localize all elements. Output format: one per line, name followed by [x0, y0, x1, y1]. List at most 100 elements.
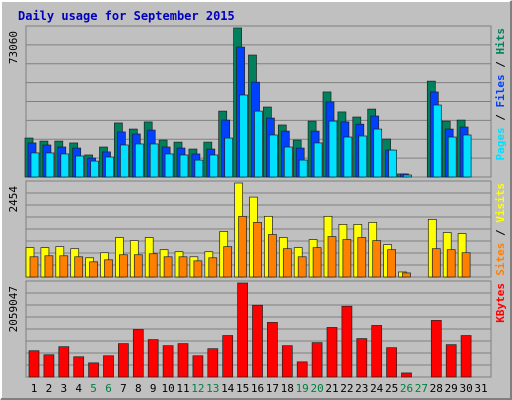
- bar: [119, 254, 128, 278]
- bar: [239, 94, 248, 178]
- bar: [88, 362, 99, 378]
- bar: [178, 256, 188, 278]
- bar: [445, 344, 457, 378]
- bar: [224, 137, 234, 178]
- x-tick-label: 9: [150, 382, 157, 395]
- bar: [238, 215, 247, 278]
- x-tick-label: 2: [46, 382, 53, 395]
- bar: [297, 256, 307, 278]
- legend-entry: Sites: [494, 243, 507, 276]
- bar: [223, 246, 233, 278]
- x-tick-label: 19: [296, 382, 309, 395]
- x-tick-label: 17: [266, 382, 279, 395]
- bar: [446, 249, 456, 278]
- bar: [60, 153, 70, 178]
- bar: [268, 234, 277, 278]
- bar: [237, 282, 248, 378]
- bar: [254, 110, 263, 178]
- x-tick-label: 1: [31, 382, 38, 395]
- x-tick-label: 10: [161, 382, 174, 395]
- y-tick-label: 73060: [7, 31, 20, 64]
- bar: [311, 342, 323, 378]
- bar: [192, 355, 204, 378]
- legend-entry: KBytes: [494, 283, 507, 323]
- x-tick-label: 31: [474, 382, 487, 395]
- bar: [358, 135, 368, 178]
- x-tick-label: 26: [400, 382, 413, 395]
- bar: [194, 159, 204, 178]
- bar: [29, 256, 39, 278]
- bar: [326, 327, 338, 378]
- bar: [283, 146, 293, 178]
- bar: [45, 152, 55, 178]
- legend-entry: Pages: [494, 127, 507, 160]
- bar: [59, 255, 69, 278]
- bar: [403, 174, 412, 178]
- x-tick-label: 11: [176, 382, 189, 395]
- x-tick-label: 30: [459, 382, 472, 395]
- legend-entry: Files: [494, 74, 507, 107]
- x-tick-label: 23: [355, 382, 368, 395]
- legend-entry: Visits: [494, 183, 507, 223]
- bar: [222, 335, 234, 378]
- bar: [341, 305, 353, 378]
- bar: [164, 153, 174, 178]
- bar: [282, 248, 292, 278]
- bar: [269, 134, 278, 178]
- bar: [357, 237, 367, 278]
- bar: [179, 154, 189, 178]
- bar: [74, 256, 84, 278]
- bar: [89, 261, 98, 278]
- x-tick-label: 14: [221, 382, 235, 395]
- bar: [373, 128, 383, 178]
- bar: [313, 142, 323, 178]
- bar: [447, 136, 457, 178]
- y-tick-label: 2059047: [7, 286, 20, 332]
- x-tick-label: 28: [430, 382, 443, 395]
- bar: [402, 272, 411, 278]
- bar: [28, 350, 40, 378]
- x-tick-label: 5: [90, 382, 97, 395]
- bar: [134, 143, 144, 178]
- bar: [401, 372, 412, 378]
- bar: [387, 249, 396, 278]
- x-tick-label: 25: [385, 382, 398, 395]
- x-tick-label: 4: [75, 382, 82, 395]
- bar: [372, 240, 382, 278]
- bar: [105, 156, 114, 178]
- bar: [252, 304, 263, 378]
- x-tick-label: 21: [325, 382, 338, 395]
- bar: [371, 325, 383, 378]
- bar: [118, 343, 129, 378]
- bar: [356, 338, 368, 378]
- bar: [386, 347, 397, 378]
- bar: [327, 236, 337, 278]
- bar: [342, 239, 352, 278]
- x-tick-label: 12: [191, 382, 204, 395]
- bar: [43, 354, 55, 378]
- bar: [296, 361, 308, 378]
- x-tick-label: 16: [251, 382, 264, 395]
- bar: [253, 222, 262, 278]
- chart-title: Daily usage for September 2015: [18, 9, 235, 23]
- legend: KBytes: [494, 283, 507, 323]
- bar: [343, 136, 353, 178]
- bar: [147, 339, 159, 378]
- bar: [103, 355, 114, 378]
- bar: [431, 248, 441, 278]
- x-tick-label: 8: [135, 382, 142, 395]
- x-tick-label: 22: [340, 382, 353, 395]
- bar: [30, 152, 40, 178]
- bar: [120, 144, 129, 178]
- bar: [44, 255, 54, 278]
- bar: [461, 252, 471, 278]
- x-tick-label: 18: [281, 382, 294, 395]
- bar: [177, 343, 189, 378]
- bar: [162, 345, 174, 378]
- bar: [163, 256, 173, 278]
- legend: Sites / Visits: [494, 183, 507, 276]
- legend-separator: /: [494, 55, 507, 75]
